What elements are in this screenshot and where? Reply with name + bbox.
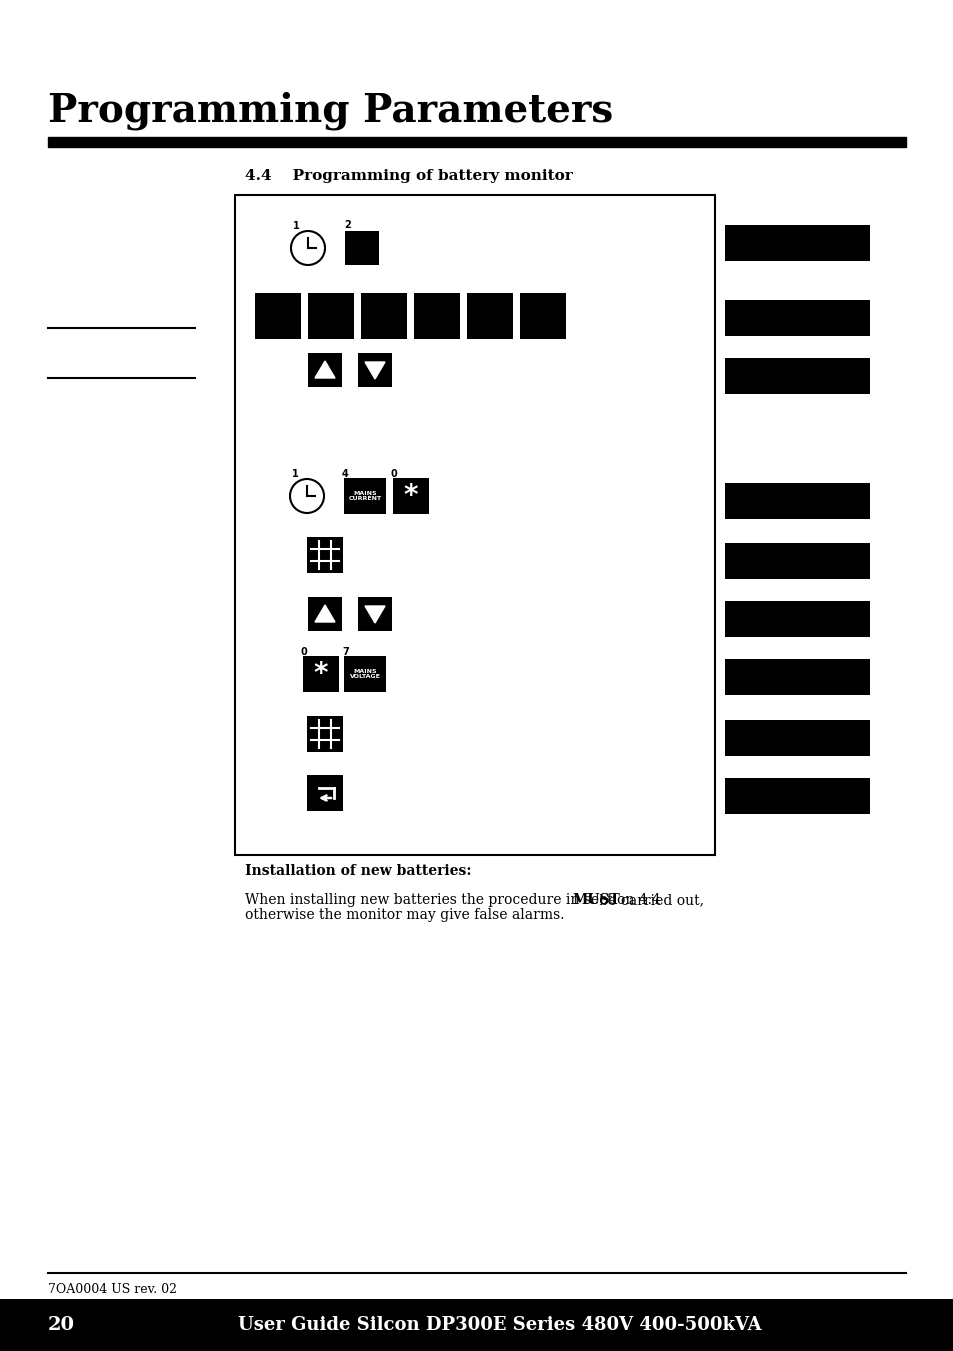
- Bar: [344, 478, 386, 513]
- Bar: [393, 478, 429, 513]
- Text: 1: 1: [293, 222, 299, 231]
- Bar: [307, 716, 343, 753]
- Polygon shape: [365, 362, 385, 380]
- Bar: [357, 353, 392, 386]
- Bar: [254, 293, 301, 339]
- Bar: [0, 1300, 953, 1351]
- Text: 20: 20: [48, 1316, 75, 1333]
- Text: 2: 2: [344, 220, 351, 230]
- Text: MUST: MUST: [572, 893, 619, 907]
- Circle shape: [291, 231, 325, 265]
- Bar: [234, 195, 714, 855]
- Text: be carried out,: be carried out,: [594, 893, 703, 907]
- Bar: [724, 778, 869, 815]
- Text: otherwise the monitor may give false alarms.: otherwise the monitor may give false ala…: [245, 908, 564, 921]
- Text: User Guide Silcon DP300E Series 480V 400-500kVA: User Guide Silcon DP300E Series 480V 400…: [238, 1316, 761, 1333]
- Bar: [724, 659, 869, 694]
- Bar: [724, 601, 869, 638]
- Text: 0: 0: [301, 647, 308, 657]
- Bar: [724, 720, 869, 757]
- Bar: [467, 293, 513, 339]
- Text: 4: 4: [341, 469, 349, 480]
- Bar: [724, 300, 869, 336]
- Text: *: *: [314, 661, 328, 688]
- Bar: [308, 293, 354, 339]
- Bar: [414, 293, 459, 339]
- Bar: [360, 293, 407, 339]
- Bar: [724, 484, 869, 519]
- Text: 7OA0004 US rev. 02: 7OA0004 US rev. 02: [48, 1283, 177, 1296]
- Circle shape: [290, 480, 324, 513]
- Text: 4.4    Programming of battery monitor: 4.4 Programming of battery monitor: [245, 169, 572, 182]
- Bar: [724, 226, 869, 261]
- Text: Installation of new batteries:: Installation of new batteries:: [245, 865, 471, 878]
- Polygon shape: [314, 605, 335, 621]
- Bar: [307, 775, 343, 811]
- Text: Programming Parameters: Programming Parameters: [48, 92, 613, 130]
- Bar: [48, 136, 905, 147]
- Text: When installing new batteries the procedure in section 4.4: When installing new batteries the proced…: [245, 893, 664, 907]
- Text: 7: 7: [341, 647, 349, 657]
- Bar: [724, 543, 869, 580]
- Text: 0: 0: [391, 469, 397, 480]
- Text: 1: 1: [292, 469, 298, 480]
- Bar: [345, 231, 378, 265]
- Bar: [303, 657, 338, 692]
- Bar: [308, 597, 341, 631]
- Bar: [344, 657, 386, 692]
- Polygon shape: [365, 607, 385, 623]
- Bar: [307, 536, 343, 573]
- Bar: [519, 293, 565, 339]
- Polygon shape: [314, 361, 335, 378]
- Bar: [357, 597, 392, 631]
- Text: *: *: [403, 482, 417, 509]
- Text: MAINS
CURRENT: MAINS CURRENT: [348, 490, 381, 501]
- Text: MAINS
VOLTAGE: MAINS VOLTAGE: [349, 669, 380, 680]
- Bar: [724, 358, 869, 394]
- Bar: [308, 353, 341, 386]
